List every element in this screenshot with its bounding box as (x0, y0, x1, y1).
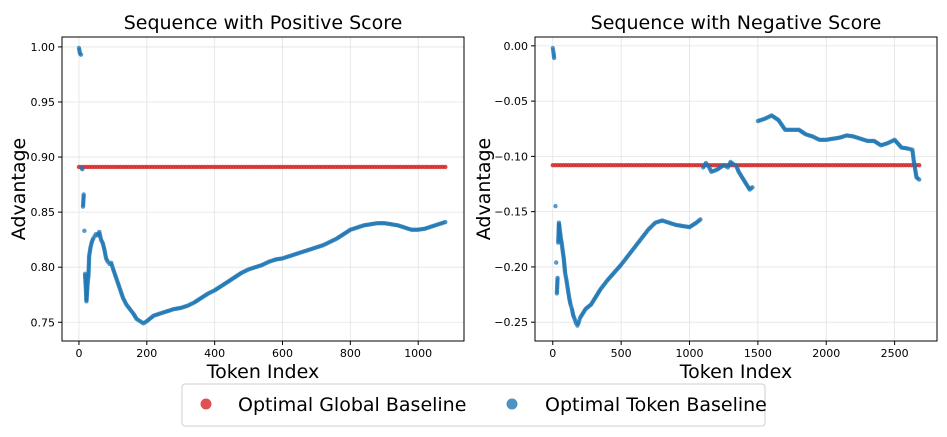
right-y-tick-label: −0.10 (494, 150, 528, 163)
right-y-tick-label: −0.15 (494, 206, 528, 219)
legend-global-marker (200, 398, 212, 410)
right-x-ticks: 0 500 1000 1500 2000 2500 (549, 341, 909, 360)
left-token-baseline-point (443, 219, 448, 225)
left-y-axis-label: Advantage (8, 138, 30, 241)
right-y-tick-label: −0.25 (494, 316, 528, 329)
right-token-baseline-point (698, 217, 703, 222)
right-y-tick-label: 0.00 (504, 40, 529, 53)
left-chart-positive-score: Sequence with Positive Score 0 200 400 600 8… (8, 12, 465, 383)
right-token-baseline-point (551, 55, 557, 61)
right-y-tick-label: −0.05 (494, 95, 528, 108)
legend-global-label: Optimal Global Baseline (238, 394, 466, 416)
right-x-tick-label: 1500 (744, 347, 772, 360)
left-y-ticks: 0.75 0.80 0.85 0.90 0.95 1.00 (31, 41, 62, 329)
left-x-tick-label: 400 (204, 347, 225, 360)
left-y-tick-label: 0.80 (31, 261, 56, 274)
right-x-axis-label: Token Index (679, 361, 792, 383)
legend: Optimal Global Baseline Optimal Token Ba… (181, 383, 767, 427)
left-x-tick-label: 600 (272, 347, 293, 360)
left-y-tick-label: 0.90 (31, 151, 56, 164)
left-chart-title: Sequence with Positive Score (124, 12, 403, 34)
left-token-baseline-point (78, 52, 84, 57)
right-token-baseline-point (555, 275, 560, 281)
right-x-tick-label: 2500 (881, 347, 909, 360)
right-y-axis-label: Advantage (473, 138, 495, 241)
right-x-tick-label: 2000 (812, 347, 840, 360)
left-x-tick-label: 200 (136, 347, 157, 360)
right-chart-negative-score: Sequence with Negative Score 0 500 1000 150… (473, 12, 938, 383)
left-token-baseline-point (80, 166, 85, 172)
right-x-tick-label: 500 (611, 347, 632, 360)
legend-token-marker (506, 398, 518, 410)
right-gridlines (535, 37, 937, 341)
left-plot-frame (61, 36, 465, 342)
right-y-ticks: −0.25 −0.20 −0.15 −0.10 −0.05 0.00 (494, 40, 535, 329)
right-token-baseline-point (553, 260, 559, 265)
left-x-ticks: 0 200 400 600 800 1000 (75, 341, 432, 360)
left-x-tick-label: 1000 (404, 347, 432, 360)
right-chart-title: Sequence with Negative Score (591, 12, 882, 34)
left-token-baseline-point (82, 228, 87, 234)
left-gridlines (62, 37, 464, 341)
left-global-baseline-series (76, 164, 448, 170)
legend-box (181, 383, 766, 427)
right-token-baseline-series (550, 45, 922, 328)
left-y-tick-label: 0.75 (31, 316, 56, 329)
left-y-tick-label: 0.95 (31, 96, 56, 109)
right-x-tick-label: 0 (549, 347, 556, 360)
left-y-tick-label: 0.85 (31, 206, 56, 219)
right-y-tick-label: −0.20 (494, 261, 528, 274)
right-token-baseline-point (750, 185, 755, 190)
left-token-baseline-series (76, 45, 448, 326)
left-x-tick-label: 0 (75, 347, 82, 360)
right-plot-frame (534, 36, 938, 342)
left-token-baseline-point (81, 192, 86, 197)
right-x-tick-label: 1000 (676, 347, 704, 360)
legend-token-label: Optimal Token Baseline (545, 394, 767, 416)
left-x-tick-label: 800 (340, 347, 361, 360)
left-y-tick-label: 1.00 (31, 41, 56, 54)
right-global-baseline-point (917, 163, 922, 168)
left-global-baseline-point (443, 164, 448, 170)
right-token-baseline-point (917, 177, 922, 182)
left-x-axis-label: Token Index (206, 361, 319, 383)
right-token-baseline-point (553, 203, 558, 209)
